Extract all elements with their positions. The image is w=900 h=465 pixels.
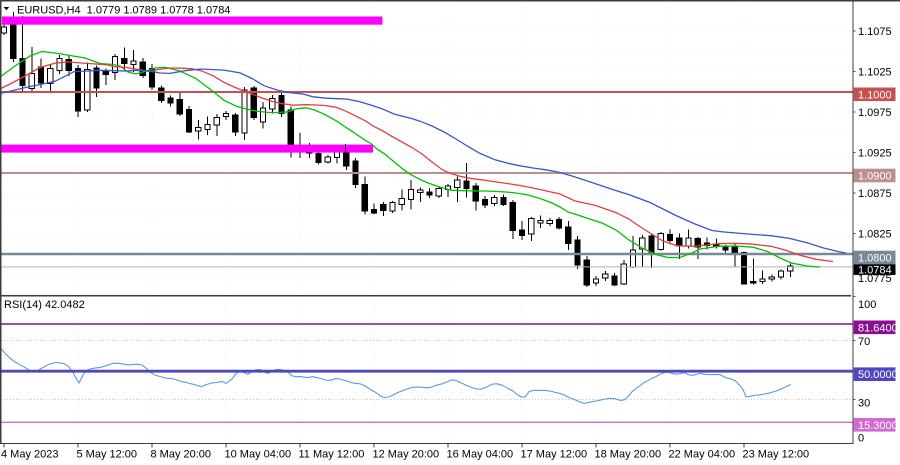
svg-text:1.0825: 1.0825 <box>858 229 892 241</box>
svg-text:1.1000: 1.1000 <box>858 89 892 101</box>
svg-text:17 May 12:00: 17 May 12:00 <box>521 449 588 461</box>
svg-text:22 May 04:00: 22 May 04:00 <box>669 449 736 461</box>
svg-text:16 May 04:00: 16 May 04:00 <box>447 449 514 461</box>
svg-text:23 May 12:00: 23 May 12:00 <box>743 449 810 461</box>
svg-text:70: 70 <box>858 336 870 348</box>
svg-text:30: 30 <box>858 398 870 410</box>
svg-text:5 May 12:00: 5 May 12:00 <box>77 449 138 461</box>
svg-text:1.1025: 1.1025 <box>858 67 892 79</box>
svg-text:11 May 12:00: 11 May 12:00 <box>299 449 365 461</box>
svg-text:10 May 04:00: 10 May 04:00 <box>225 449 292 461</box>
svg-text:1.0800: 1.0800 <box>858 253 892 265</box>
svg-text:RSI(14) 42.0482: RSI(14) 42.0482 <box>4 299 85 311</box>
svg-text:1.0775: 1.0775 <box>858 273 892 285</box>
svg-text:1.0900: 1.0900 <box>858 171 892 183</box>
svg-text:4 May 2023: 4 May 2023 <box>1 449 58 461</box>
svg-text:EURUSD,H4 1.0779 1.0789 1.077: EURUSD,H4 1.0779 1.0789 1.0778 1.0784 <box>17 4 230 16</box>
svg-text:1.0784: 1.0784 <box>858 264 892 276</box>
svg-text:0: 0 <box>858 433 864 445</box>
svg-text:1.0975: 1.0975 <box>858 107 892 119</box>
svg-text:8 May 20:00: 8 May 20:00 <box>151 449 212 461</box>
svg-text:18 May 20:00: 18 May 20:00 <box>595 449 662 461</box>
svg-text:15.3000: 15.3000 <box>858 420 898 432</box>
svg-text:50.0000: 50.0000 <box>858 369 898 381</box>
svg-text:100: 100 <box>858 299 876 311</box>
svg-text:12 May 20:00: 12 May 20:00 <box>373 449 440 461</box>
svg-text:1.1075: 1.1075 <box>858 26 892 38</box>
svg-text:81.6400: 81.6400 <box>858 322 898 334</box>
svg-text:1.0925: 1.0925 <box>858 148 892 160</box>
svg-text:1.0875: 1.0875 <box>858 188 892 200</box>
